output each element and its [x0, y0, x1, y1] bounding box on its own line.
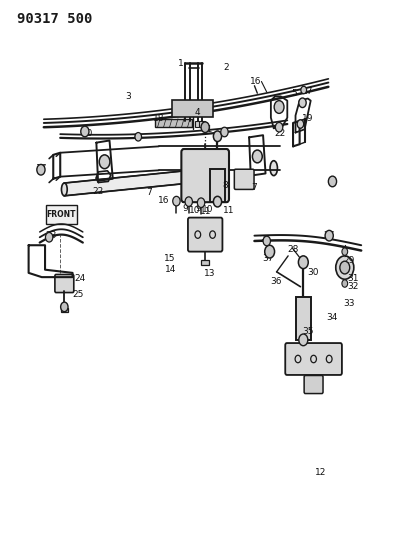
- Text: 10: 10: [202, 205, 214, 214]
- Circle shape: [299, 98, 306, 108]
- Text: 2: 2: [223, 63, 229, 71]
- Text: 16: 16: [158, 196, 170, 205]
- Bar: [210, 169, 225, 201]
- Text: 29: 29: [343, 256, 355, 264]
- Text: 4: 4: [195, 108, 201, 117]
- Text: 10: 10: [189, 206, 200, 215]
- FancyBboxPatch shape: [188, 217, 222, 252]
- Text: 1: 1: [178, 59, 183, 68]
- Circle shape: [275, 123, 283, 132]
- Text: 17: 17: [302, 86, 314, 95]
- FancyBboxPatch shape: [234, 169, 254, 189]
- Text: 11: 11: [223, 206, 234, 215]
- Circle shape: [213, 196, 222, 207]
- Circle shape: [274, 101, 284, 114]
- Bar: [201, 260, 209, 265]
- Text: 33: 33: [343, 299, 355, 308]
- Circle shape: [61, 302, 68, 312]
- Circle shape: [37, 165, 45, 175]
- Circle shape: [325, 230, 333, 241]
- Circle shape: [81, 126, 89, 137]
- FancyBboxPatch shape: [46, 205, 77, 224]
- Circle shape: [185, 197, 192, 206]
- FancyBboxPatch shape: [172, 100, 213, 117]
- Circle shape: [328, 176, 337, 187]
- Circle shape: [301, 86, 307, 94]
- Bar: [194, 122, 201, 127]
- Text: 24: 24: [74, 273, 85, 282]
- Bar: [154, 119, 192, 127]
- Circle shape: [201, 122, 209, 133]
- Circle shape: [173, 196, 180, 206]
- Text: 36: 36: [270, 277, 281, 286]
- Text: 6: 6: [222, 130, 227, 139]
- Circle shape: [265, 245, 274, 258]
- Text: 34: 34: [327, 312, 338, 321]
- Bar: [296, 297, 311, 340]
- Text: 30: 30: [307, 269, 318, 277]
- Circle shape: [253, 150, 262, 163]
- Ellipse shape: [270, 161, 277, 175]
- Bar: [186, 122, 193, 127]
- Text: 7: 7: [146, 188, 152, 197]
- Circle shape: [135, 133, 142, 141]
- Circle shape: [342, 280, 348, 287]
- Text: 22: 22: [93, 187, 104, 196]
- Circle shape: [99, 155, 110, 168]
- Text: 11: 11: [200, 207, 212, 216]
- Text: 25: 25: [72, 289, 84, 298]
- Text: 6: 6: [133, 133, 139, 142]
- Text: 22: 22: [274, 129, 286, 138]
- Text: 20: 20: [81, 129, 93, 138]
- Circle shape: [336, 256, 354, 279]
- Text: 19: 19: [302, 114, 314, 123]
- Text: 31: 31: [347, 273, 359, 282]
- Text: 21: 21: [201, 125, 213, 134]
- FancyBboxPatch shape: [285, 343, 342, 375]
- Text: 26: 26: [260, 236, 271, 245]
- FancyBboxPatch shape: [304, 375, 323, 393]
- Circle shape: [342, 248, 348, 255]
- Text: 12: 12: [314, 469, 326, 477]
- Circle shape: [45, 232, 53, 242]
- Text: 27: 27: [323, 231, 335, 240]
- Circle shape: [213, 131, 222, 142]
- FancyBboxPatch shape: [55, 274, 74, 293]
- Text: 37: 37: [263, 254, 274, 263]
- Circle shape: [340, 261, 350, 274]
- Text: 90317 500: 90317 500: [17, 12, 92, 27]
- Text: 9: 9: [195, 204, 201, 213]
- Bar: [199, 122, 205, 127]
- Text: 14: 14: [165, 265, 177, 273]
- Text: 7: 7: [252, 183, 258, 192]
- Circle shape: [299, 334, 308, 346]
- Circle shape: [263, 236, 270, 246]
- Text: 35: 35: [302, 327, 314, 336]
- Text: 8: 8: [223, 181, 229, 190]
- Text: 28: 28: [287, 245, 299, 254]
- Circle shape: [297, 120, 304, 128]
- Text: 5: 5: [291, 89, 297, 98]
- Text: 32: 32: [347, 282, 359, 291]
- Text: 23: 23: [45, 231, 56, 240]
- Bar: [61, 308, 68, 312]
- Circle shape: [298, 256, 308, 269]
- Text: 3: 3: [125, 92, 131, 101]
- Ellipse shape: [61, 183, 67, 196]
- Text: 17: 17: [36, 164, 47, 173]
- Text: 13: 13: [204, 270, 216, 278]
- Text: FRONT: FRONT: [47, 210, 76, 219]
- Text: 16: 16: [250, 77, 262, 86]
- Text: 18: 18: [153, 114, 164, 123]
- FancyBboxPatch shape: [181, 149, 229, 202]
- Circle shape: [221, 127, 228, 137]
- Text: 15: 15: [164, 254, 176, 263]
- Bar: [182, 122, 189, 127]
- Circle shape: [197, 198, 205, 207]
- Text: 9: 9: [183, 204, 188, 213]
